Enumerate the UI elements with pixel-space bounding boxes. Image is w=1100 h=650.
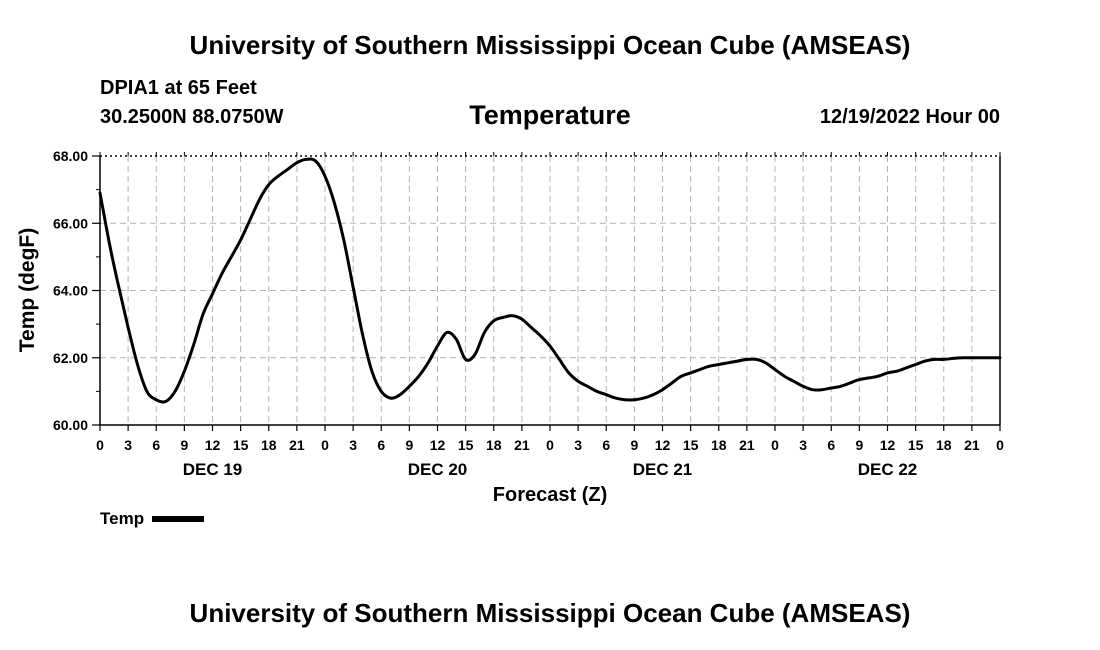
forecast-datetime: 12/19/2022 Hour 00 <box>819 106 1000 128</box>
y-axis-label: Temp (degF) <box>16 228 39 352</box>
legend-label-temp: Temp <box>100 509 145 528</box>
x-tick-label: 18 <box>486 437 502 453</box>
series-layer <box>98 157 1002 404</box>
x-tick-label: 12 <box>655 437 671 453</box>
x-tick-label: 0 <box>771 437 779 453</box>
grid <box>100 156 1000 425</box>
x-tick-label: 12 <box>205 437 221 453</box>
legend: Temp <box>100 509 205 529</box>
x-tick-label: 15 <box>908 437 924 453</box>
x-tick-label: 6 <box>827 437 835 453</box>
x-tick-label: 15 <box>233 437 249 453</box>
x-tick-label: 3 <box>574 437 582 453</box>
chart-title-top: University of Southern Mississippi Ocean… <box>189 30 911 60</box>
station-label: DPIA1 at 65 Feet <box>100 77 257 99</box>
series-line-temp <box>98 157 1002 404</box>
y-tick-label: 64.00 <box>53 283 88 299</box>
variable-title: Temperature <box>469 100 631 130</box>
x-tick-label: 6 <box>377 437 385 453</box>
y-tick-label: 60.00 <box>53 417 88 433</box>
axes: 0 3 6 9 12 15 18 21 0 3 6 9 12 15 18 21 0 3 6 9 12 15 18 21 0 3 6 9… <box>16 148 1004 506</box>
x-tick-label: 6 <box>602 437 610 453</box>
x-tick-label: 3 <box>349 437 357 453</box>
x-tick-label: 9 <box>180 437 188 453</box>
x-tick-label: 12 <box>880 437 896 453</box>
x-tick-label: 0 <box>96 437 104 453</box>
x-tick-label: 0 <box>321 437 329 453</box>
x-day-label: DEC 19 <box>183 460 243 479</box>
x-tick-label: 18 <box>936 437 952 453</box>
x-tick-label: 18 <box>261 437 277 453</box>
x-day-label: DEC 20 <box>408 460 468 479</box>
x-tick-label: 9 <box>630 437 638 453</box>
legend-swatch-temp <box>152 516 205 522</box>
y-tick-label: 66.00 <box>53 215 88 231</box>
x-tick-label: 15 <box>458 437 474 453</box>
chart-title-bottom: University of Southern Mississippi Ocean… <box>189 598 911 628</box>
y-tick-label: 68.00 <box>53 148 88 164</box>
x-tick-label: 9 <box>405 437 413 453</box>
x-tick-label: 0 <box>546 437 554 453</box>
x-tick-label: 21 <box>964 437 980 453</box>
x-tick-label: 3 <box>124 437 132 453</box>
x-tick-label: 9 <box>855 437 863 453</box>
x-tick-label: 18 <box>711 437 727 453</box>
x-tick-label: 21 <box>739 437 755 453</box>
x-tick-label: 3 <box>799 437 807 453</box>
x-tick-label: 15 <box>683 437 699 453</box>
y-tick-label: 62.00 <box>53 350 88 366</box>
x-tick-label: 12 <box>430 437 446 453</box>
x-tick-label: 6 <box>152 437 160 453</box>
x-tick-label: 21 <box>514 437 530 453</box>
x-axis-label: Forecast (Z) <box>493 484 607 506</box>
x-tick-label: 21 <box>289 437 305 453</box>
x-day-label: DEC 22 <box>858 460 918 479</box>
x-tick-label: 0 <box>996 437 1004 453</box>
coordinates-label: 30.2500N 88.0750W <box>100 106 284 128</box>
x-day-label: DEC 21 <box>633 460 693 479</box>
